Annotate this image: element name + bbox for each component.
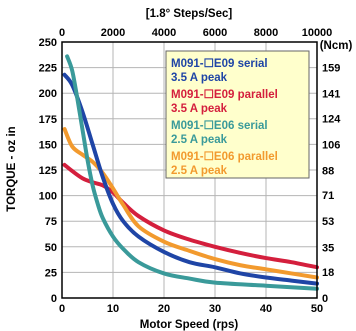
legend-entry-e09-parallel-name: M091-☐E09 parallel [171, 89, 278, 101]
x-tick-label: 20 [158, 303, 170, 315]
right-tick-label: 71 [322, 190, 334, 202]
top-axis-title: [1.8° Steps/Sec] [146, 8, 233, 20]
top-tick-label: 4000 [152, 27, 176, 39]
y-tick-label: 25 [45, 267, 57, 279]
y-tick-label: 50 [45, 242, 57, 254]
legend: M091-☐E09 serial 3.5 A peak M091-☐E09 para… [165, 50, 310, 179]
x-tick-label: 10 [107, 303, 119, 315]
legend-entry-e06-serial-name: M091-☐E06 serial [171, 120, 268, 132]
legend-entry-e06-parallel-current: 2.5 A peak [171, 165, 228, 177]
right-tick-label: 53 [322, 216, 334, 228]
x-tick-label: 0 [59, 303, 65, 315]
legend-entry-e09-parallel-current: 3.5 A peak [171, 103, 228, 115]
series-lines [62, 54, 319, 291]
x-tick-label: 50 [311, 303, 323, 315]
y-axis-title: TORQUE - oz in [6, 126, 18, 211]
y-tick-label: 75 [45, 216, 57, 228]
plot-border [61, 41, 318, 299]
series-line-e09-parallel [62, 162, 319, 270]
x-tick-label: 30 [209, 303, 221, 315]
y-tick-label: 175 [39, 114, 57, 126]
legend-box [165, 50, 310, 179]
right-tick-label: 106 [322, 139, 340, 151]
top-tick-label: 0 [59, 27, 65, 39]
x-tick-label: 40 [260, 303, 272, 315]
right-tick-label: 0 [322, 293, 328, 305]
plot-frame [61, 41, 318, 299]
tick-labels: 0 10 20 30 40 5002550751001251501752002252500… [39, 27, 342, 315]
y-tick-label: 125 [39, 165, 57, 177]
series-line-e06-serial [65, 54, 319, 291]
y-tick-label: 200 [39, 88, 57, 100]
series-line-e09-serial [62, 72, 319, 286]
top-tick-label: 2000 [101, 27, 125, 39]
legend-entry-e06-serial-current: 2.5 A peak [171, 134, 228, 146]
right-tick-label: 88 [322, 165, 334, 177]
right-tick-label: 159 [322, 63, 340, 75]
legend-entry-e09-serial-name: M091-☐E09 serial [171, 58, 268, 70]
legend-entry-e09-serial-current: 3.5 A peak [171, 72, 228, 84]
top-tick-label: 6000 [203, 27, 227, 39]
right-tick-label: 124 [322, 113, 341, 125]
top-tick-label: 8000 [254, 27, 278, 39]
right-tick-label: 18 [322, 267, 334, 279]
legend-entry-e06-parallel-name: M091-☐E06 parallel [171, 151, 278, 163]
y-tick-label: 150 [39, 139, 57, 151]
right-axis-title: (Ncm) [320, 40, 353, 52]
y-tick-label: 0 [51, 293, 57, 305]
x-axis-title: Motor Speed (rps) [140, 319, 239, 331]
y-tick-label: 100 [39, 191, 57, 203]
y-tick-label: 250 [39, 37, 57, 49]
right-tick-label: 35 [322, 242, 334, 254]
y-tick-label: 225 [39, 63, 57, 75]
right-tick-label: 141 [322, 89, 340, 101]
top-tick-label: 10000 [302, 27, 333, 39]
